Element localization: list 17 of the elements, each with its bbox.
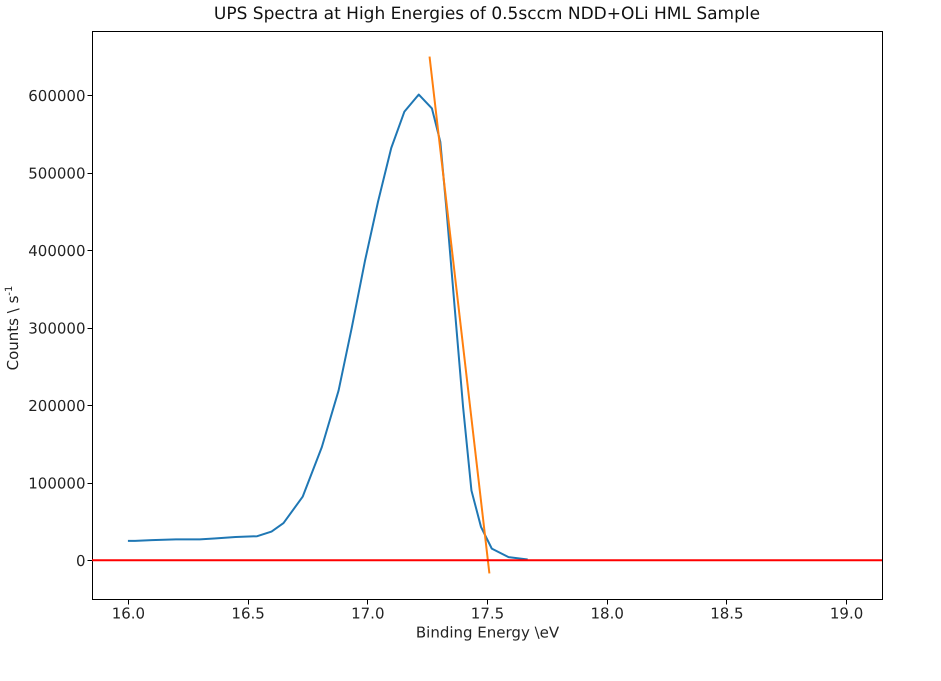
x-tick-label: 17.0 [351,604,385,622]
chart-title: UPS Spectra at High Energies of 0.5sccm NDD+OLi HML Sample [214,4,760,24]
x-axis-title: Binding Energy \eV [416,624,560,642]
x-tick-label: 16.0 [112,604,146,622]
x-tick-label: 17.5 [470,604,504,622]
y-tick-label: 300000 [28,319,86,338]
y-tick-label: 600000 [28,86,86,105]
x-tick-label: 18.5 [710,604,744,622]
line-series [126,94,529,560]
y-tick-label: 200000 [28,396,86,415]
y-tick-label: 400000 [28,242,86,260]
y-tick-label: 0 [76,552,86,570]
y-tick-label: 100000 [28,474,86,492]
x-tick-label: 19.0 [830,604,864,622]
y-tick-label: 500000 [28,164,86,182]
x-tick-label: 18.0 [590,604,624,622]
x-tick-label: 16.5 [231,604,265,622]
